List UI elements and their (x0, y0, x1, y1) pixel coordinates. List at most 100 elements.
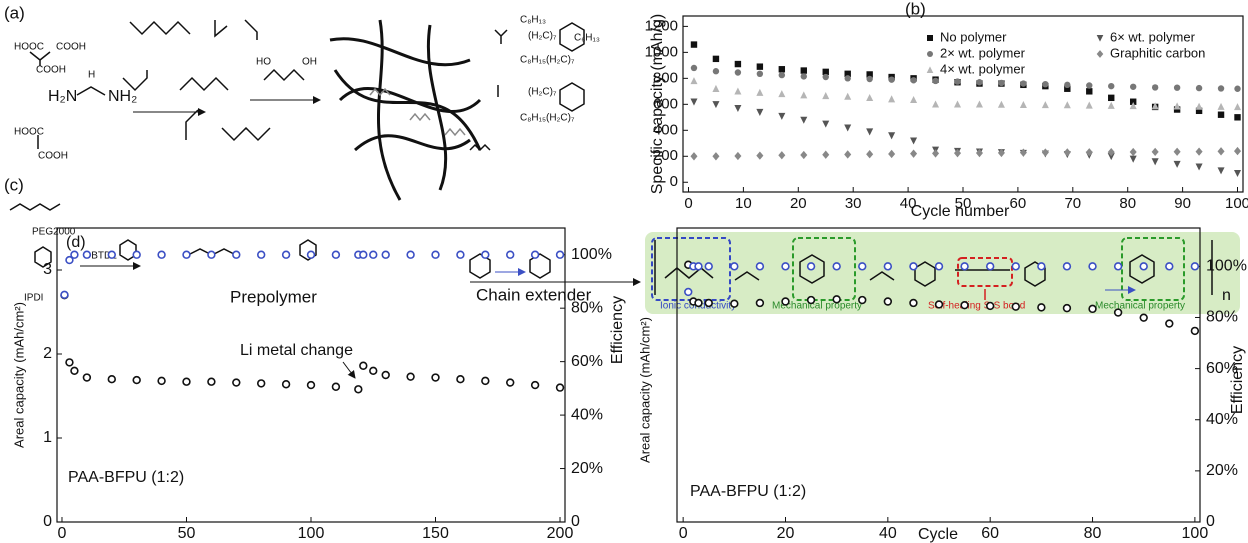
point (1217, 85, 1225, 92)
point (381, 250, 390, 259)
chem-label: DBTDL (84, 251, 117, 262)
x-tick-label: 60 (1010, 195, 1027, 212)
bond (263, 68, 305, 82)
point (844, 92, 852, 100)
point (1062, 303, 1072, 313)
point (1019, 148, 1027, 157)
point (281, 380, 291, 389)
point (800, 67, 807, 74)
point (910, 149, 918, 158)
x-tick-label: 70 (1064, 195, 1081, 212)
point (207, 377, 216, 386)
point (1165, 262, 1174, 271)
point (1011, 262, 1020, 271)
chem-label: Chain extender (476, 285, 592, 304)
point (730, 262, 739, 271)
chem-label: OH (302, 57, 317, 68)
y-tick-label: 2 (43, 345, 52, 362)
structures (469, 253, 551, 279)
x-tick-label: 40 (879, 525, 897, 542)
point (822, 150, 830, 159)
chem-label: (H₂C)₇ (528, 87, 557, 98)
point (157, 250, 166, 259)
point (778, 112, 786, 120)
point (506, 250, 515, 259)
feature-box (792, 237, 856, 301)
point (910, 77, 917, 84)
chem-label: COOH (56, 42, 86, 53)
point (107, 375, 116, 384)
point (481, 376, 490, 386)
chem-label: COOH (36, 65, 66, 76)
point (781, 262, 790, 271)
x-tick-label: 90 (1174, 195, 1191, 212)
sample-label: PAA-BFPU (1:2) (68, 469, 184, 486)
point (306, 250, 316, 259)
point (555, 383, 565, 392)
point (932, 77, 939, 85)
y2-tick-label: 40% (571, 406, 603, 423)
point (1217, 102, 1225, 110)
point (844, 75, 851, 82)
point (866, 128, 874, 136)
point (207, 250, 216, 259)
y2-tick-label: 80% (571, 299, 603, 316)
point (182, 377, 191, 386)
point (359, 361, 368, 370)
point (1107, 101, 1115, 109)
point (712, 68, 720, 75)
legend-label: 2× wt. polymer (940, 45, 1026, 60)
point (888, 95, 896, 103)
legend-marker (1096, 50, 1104, 58)
point (331, 250, 341, 259)
point (756, 70, 764, 78)
point (1195, 147, 1203, 156)
point (756, 63, 764, 70)
y2-tick-label: 100% (571, 246, 612, 263)
point (734, 151, 742, 161)
point (70, 250, 79, 259)
point (909, 298, 918, 308)
point (406, 250, 415, 259)
point (1173, 147, 1181, 156)
y-tick-label: 0 (670, 173, 678, 190)
x-tick-label: 20 (777, 525, 795, 542)
point (953, 149, 962, 158)
y-tick-label: 1200 (645, 17, 678, 34)
point (1139, 313, 1148, 322)
legend-label: No polymer (940, 29, 1007, 44)
point (866, 150, 874, 159)
point (985, 262, 995, 271)
point (1064, 85, 1071, 92)
legend-marker (1096, 35, 1104, 42)
point (778, 90, 786, 98)
point (1151, 158, 1159, 166)
point (1173, 106, 1181, 113)
x-tick-label: 40 (900, 195, 917, 212)
point (998, 79, 1005, 87)
point (690, 41, 698, 48)
point (1151, 102, 1159, 110)
chem-label: HO (256, 57, 271, 68)
y2-tick-label: 40% (1206, 411, 1238, 428)
y2-tick-label: 80% (1206, 309, 1238, 326)
point (1129, 83, 1137, 90)
point (1042, 80, 1049, 88)
point (1234, 85, 1241, 92)
point (1108, 94, 1115, 102)
x-tick-label: 30 (845, 195, 862, 212)
annotation-arrow (342, 361, 356, 379)
x-tick-label: 100 (298, 525, 325, 542)
point (734, 87, 742, 95)
point (690, 64, 698, 72)
point (976, 79, 983, 86)
point (932, 149, 940, 158)
legend-marker (927, 35, 933, 41)
point (1063, 148, 1071, 157)
point (730, 299, 739, 308)
point (883, 297, 893, 306)
y2-tick-label: 0 (571, 513, 580, 530)
x-tick-label: 60 (981, 525, 999, 542)
panel-label: (c) (4, 175, 24, 194)
point (934, 300, 944, 309)
